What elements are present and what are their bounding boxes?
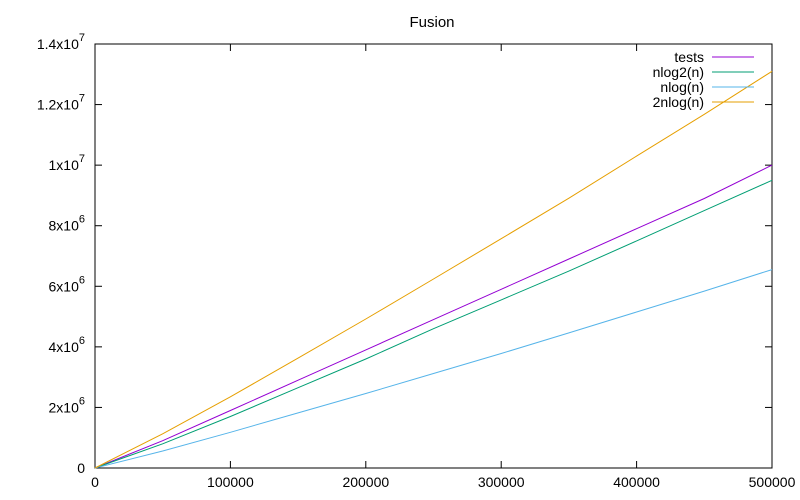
y-tick-exponent: 6 — [79, 335, 85, 347]
y-tick-exponent: 6 — [79, 274, 85, 286]
series-line-2nlog-n- — [94, 70, 773, 469]
y-tick-exponent: 6 — [79, 395, 85, 407]
y-tick-label: 1.4x107 — [37, 32, 85, 52]
series-line-tests — [94, 164, 773, 469]
y-tick-mantissa: 8x10 — [49, 218, 80, 234]
y-tick-exponent: 7 — [79, 93, 85, 105]
series-line-nlog2-n- — [94, 179, 773, 469]
y-tick-mantissa: 6x10 — [49, 278, 80, 294]
y-tick-label: 4x106 — [49, 335, 85, 355]
plot-frame — [94, 43, 773, 469]
x-tick-label: 300000 — [478, 474, 525, 490]
x-tick-label: 0 — [91, 474, 99, 490]
y-tick-mantissa: 0 — [77, 460, 85, 476]
x-tick-label: 100000 — [207, 474, 254, 490]
legend-label: nlog(n) — [660, 79, 704, 95]
y-tick-mantissa: 2x10 — [49, 399, 80, 415]
y-tick-label: 8x106 — [49, 214, 85, 234]
x-tick-label: 400000 — [613, 474, 660, 490]
legend-label: nlog2(n) — [653, 64, 704, 80]
y-tick-label: 1.2x107 — [37, 93, 85, 113]
y-tick-label: 0 — [77, 460, 85, 476]
y-tick-exponent: 7 — [79, 32, 85, 44]
x-tick-label: 500000 — [749, 474, 796, 490]
series-lines — [94, 70, 773, 469]
legend-label: 2nlog(n) — [653, 94, 704, 110]
y-tick-label: 2x106 — [49, 395, 85, 415]
y-tick-label: 6x106 — [49, 274, 85, 294]
y-tick-exponent: 6 — [79, 214, 85, 226]
y-tick-mantissa: 1.4x10 — [37, 36, 79, 52]
y-tick-label: 1x107 — [49, 153, 85, 173]
legend-label: tests — [674, 49, 704, 65]
axes: 0 100000 200000 300000 400000 50000002x1064x1… — [37, 32, 796, 490]
y-tick-exponent: 7 — [79, 153, 85, 165]
chart-title: Fusion — [409, 14, 454, 31]
x-tick-label: 200000 — [342, 474, 389, 490]
y-tick-mantissa: 4x10 — [49, 339, 80, 355]
y-tick-mantissa: 1x10 — [49, 157, 80, 173]
series-line-nlog-n- — [94, 269, 773, 469]
y-tick-mantissa: 1.2x10 — [37, 97, 79, 113]
